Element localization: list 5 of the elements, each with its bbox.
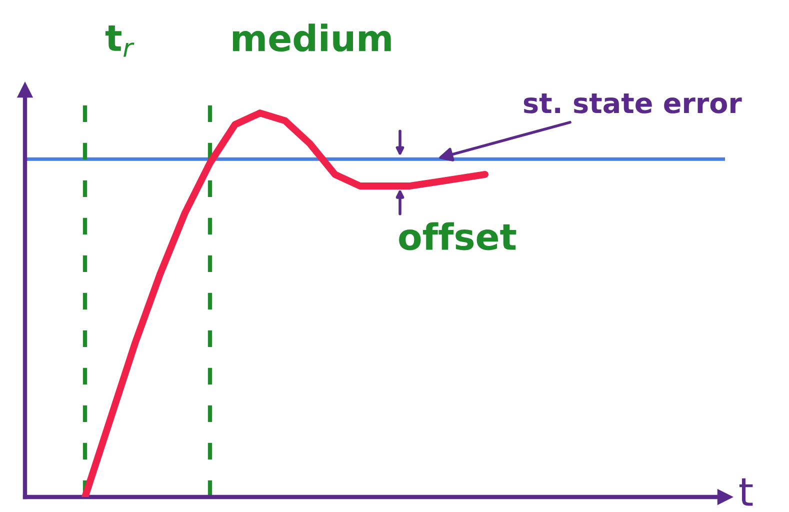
text: t	[739, 478, 753, 506]
text: medium	[232, 24, 391, 52]
text: st. state error	[524, 94, 742, 114]
annotation: offset	[399, 222, 516, 250]
text: t$_{r}$	[105, 25, 134, 57]
